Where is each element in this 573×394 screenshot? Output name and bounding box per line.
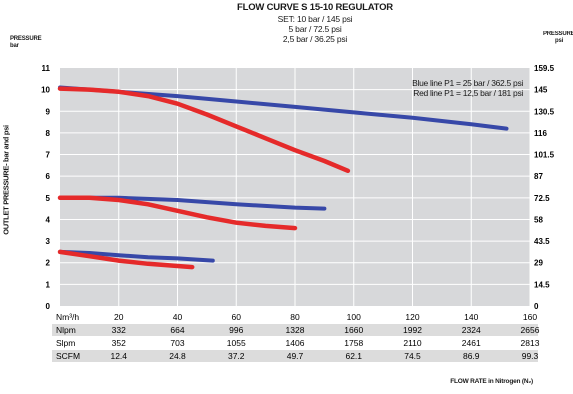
- series-line-red-5: [57, 249, 195, 270]
- table-cell-1-1: 703: [170, 338, 184, 348]
- table-cell-1-4: 1758: [344, 338, 363, 348]
- x-tick-0: 20: [114, 312, 124, 322]
- y-tick-right-6: 87: [534, 172, 543, 181]
- left-axis-head: PRESSURE bar: [10, 36, 42, 50]
- x-tick-4: 100: [347, 312, 361, 322]
- y-tick-left-7: 7: [46, 151, 51, 160]
- table-cell-1-7: 2813: [521, 338, 540, 348]
- table-cell-2-6: 86.9: [463, 351, 480, 361]
- right-axis-head-line-2: psi: [555, 38, 564, 44]
- left-axis-head-line-2: bar: [10, 43, 19, 49]
- table-cell-1-5: 2110: [403, 338, 422, 348]
- table-cell-1-0: 352: [112, 338, 126, 348]
- x-unit-label: Nm³/h: [56, 312, 79, 322]
- y-tick-right-2: 29: [534, 259, 543, 268]
- table-row-bg-2: [52, 350, 538, 362]
- chart-title: FLOW CURVE S 15-10 REGULATOR: [237, 2, 393, 13]
- table-cell-2-3: 49.7: [287, 351, 304, 361]
- table-cell-0-3: 1328: [286, 325, 305, 335]
- left-axis-head-line-1: PRESSURE: [10, 36, 42, 42]
- table-cell-1-2: 1055: [227, 338, 246, 348]
- table-cell-0-1: 664: [170, 325, 184, 335]
- table-cell-2-4: 62.1: [345, 351, 362, 361]
- table-row-bg-1: [52, 337, 538, 349]
- table-row-bg-0: [52, 324, 538, 336]
- y-tick-left-10: 10: [41, 86, 50, 95]
- y-tick-left-2: 2: [46, 259, 51, 268]
- table-cell-0-2: 996: [229, 325, 243, 335]
- y-tick-right-0: 0: [534, 302, 539, 311]
- table-cell-1-6: 2461: [462, 338, 481, 348]
- series-line-red-3: [57, 195, 298, 231]
- y-tick-left-8: 8: [46, 129, 51, 138]
- legend-entry-red: Red line P1 = 12,5 bar / 181 psi: [413, 88, 523, 98]
- chart-subtitle-line-1: SET: 10 bar / 145 psi: [277, 14, 353, 24]
- y-tick-left-3: 3: [46, 237, 51, 246]
- table-cell-0-0: 332: [112, 325, 126, 335]
- table-cell-2-0: 12.4: [110, 351, 127, 361]
- y-tick-right-3: 43.5: [534, 237, 550, 246]
- y-tick-right-4: 58: [534, 215, 543, 224]
- y-tick-left-1: 1: [46, 280, 51, 289]
- y-tick-right-1: 14.5: [534, 280, 550, 289]
- series-line-blue-4: [58, 249, 215, 263]
- series-line-red-1: [57, 86, 351, 174]
- y-tick-left-9: 9: [46, 107, 51, 116]
- table-cell-0-5: 1992: [403, 325, 422, 335]
- right-axis-head-line-1: PRESSURE: [543, 31, 573, 37]
- right-axis-head: PRESSURE psi: [543, 31, 573, 45]
- y-tick-right-11: 159.5: [534, 64, 555, 73]
- table-row-header-bg: [52, 311, 538, 324]
- x-tick-3: 80: [290, 312, 300, 322]
- y-tick-left-6: 6: [46, 172, 51, 181]
- y-tick-left-4: 4: [46, 215, 51, 224]
- legend-entry-blue: Blue line P1 = 25 bar / 362.5 psi: [412, 78, 523, 88]
- y-tick-right-10: 145: [534, 86, 548, 95]
- chart-subtitle-line-2: 5 bar / 72.5 psi: [288, 24, 342, 34]
- y-tick-left-0: 0: [46, 302, 51, 311]
- y-tick-right-8: 116: [534, 129, 547, 138]
- x-tick-1: 40: [173, 312, 183, 322]
- table-row-label-2: SCFM: [56, 351, 80, 361]
- table-cell-2-2: 37.2: [228, 351, 245, 361]
- x-tick-6: 140: [464, 312, 478, 322]
- x-axis-label: FLOW RATE in Nitrogen (N₂): [450, 378, 533, 385]
- x-tick-5: 120: [405, 312, 419, 322]
- y-tick-right-5: 72.5: [534, 194, 550, 203]
- y-tick-right-9: 130.5: [534, 107, 555, 116]
- table-cell-0-7: 2656: [521, 325, 540, 335]
- y-tick-left-5: 5: [46, 194, 51, 203]
- x-tick-7: 160: [523, 312, 537, 322]
- table-cell-0-6: 2324: [462, 325, 481, 335]
- table-cell-1-3: 1406: [286, 338, 305, 348]
- x-tick-2: 60: [232, 312, 242, 322]
- table-row-label-0: Nlpm: [56, 325, 76, 335]
- chart-subtitle-line-3: 2,5 bar / 36.25 psi: [282, 34, 348, 44]
- table-row-label-1: Slpm: [56, 338, 75, 348]
- table-cell-2-7: 99.3: [522, 351, 539, 361]
- y-tick-left-11: 11: [42, 64, 51, 73]
- table-cell-0-4: 1660: [344, 325, 363, 335]
- table-cell-2-5: 74.5: [404, 351, 421, 361]
- table-cell-2-1: 24.8: [169, 351, 186, 361]
- y-tick-right-7: 101.5: [534, 151, 555, 160]
